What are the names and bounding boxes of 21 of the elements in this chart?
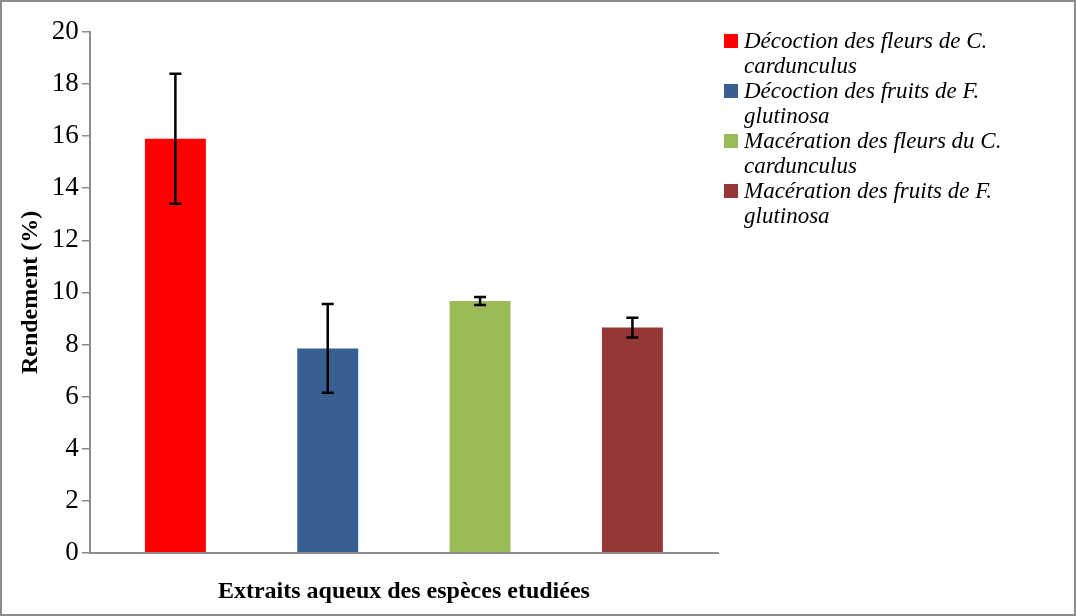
y-tick-label: 16	[51, 119, 79, 150]
bar	[449, 300, 511, 553]
x-axis-title: Extraits aqueux des espèces etudiées	[217, 576, 590, 603]
bar	[297, 348, 359, 553]
y-axis-title: Rendement (%)	[15, 210, 42, 375]
legend-label: Décoction des fleurs de C. cardunculus	[744, 28, 989, 78]
bar	[144, 138, 206, 553]
legend-label: Macération des fleurs du C. cardunculus	[744, 128, 1003, 178]
y-tick-label: 10	[51, 275, 79, 306]
y-tick-label: 0	[65, 535, 79, 566]
y-tick-label: 4	[65, 431, 80, 462]
y-tick-label: 2	[65, 483, 79, 514]
legend-label: Macération des fruits de F. glutinosa	[744, 178, 994, 228]
bar	[601, 327, 663, 553]
y-tick-label: 14	[51, 171, 80, 202]
legend-label: Décoction des fruits de F. glutinosa	[744, 78, 981, 128]
y-tick-label: 12	[51, 223, 79, 254]
y-tick-label: 8	[65, 327, 79, 358]
y-tick-label: 18	[51, 67, 79, 98]
y-tick-label: 6	[65, 379, 79, 410]
y-tick-label: 20	[51, 15, 79, 46]
